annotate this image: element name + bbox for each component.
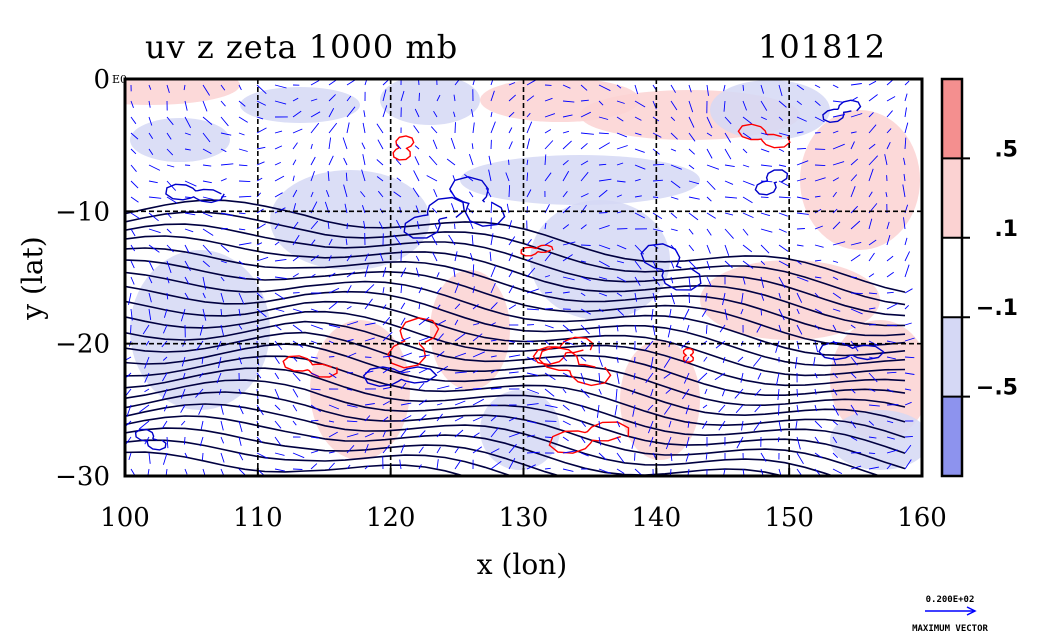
x-tick-label: 110 [233, 503, 283, 533]
max-vector-legend: 0.200E+02 MAXIMUM VECTOR [912, 595, 988, 634]
wind-vector [185, 197, 191, 198]
wind-vector [473, 389, 481, 390]
wind-vector [509, 185, 510, 197]
y-axis-ticks: 0 −10 −20 −30 [55, 65, 133, 492]
vorticity-patch [460, 155, 700, 205]
wind-vector [455, 224, 456, 229]
wind-vector [689, 293, 690, 303]
wind-vector [635, 357, 636, 363]
x-tick-label: 150 [764, 503, 814, 533]
wind-vector [581, 245, 591, 246]
colorbar-swatch [942, 397, 962, 476]
colorbar-label: −.1 [976, 296, 1018, 321]
wind-vector [653, 197, 658, 198]
wind-vector [347, 223, 348, 229]
wind-vector [869, 453, 875, 454]
wind-vector [743, 85, 744, 91]
wind-vector [131, 325, 132, 333]
y-tick-label: 0 [93, 65, 110, 95]
colorbar-label: .5 [994, 137, 1018, 162]
y-tick-label: −20 [55, 330, 110, 360]
x-axis-label: x (lon) [477, 548, 567, 581]
wind-vector [184, 437, 185, 445]
x-tick-label: 100 [100, 503, 150, 533]
colorbar-swatch [942, 79, 962, 158]
x-tick-label: 140 [632, 503, 682, 533]
y-tick-label: −30 [55, 462, 110, 492]
x-tick-label: 160 [897, 503, 947, 533]
vorticity-patch [380, 75, 480, 125]
vorticity-patch [130, 118, 230, 162]
wind-vector [905, 436, 913, 437]
vorticity-patch [270, 170, 430, 270]
vorticity-patch [480, 390, 560, 470]
colorbar-swatch [942, 158, 962, 237]
y-tick-label: −10 [55, 197, 110, 227]
wind-vector [329, 357, 334, 358]
colorbar-label: −.5 [976, 376, 1018, 401]
wind-vector [545, 308, 553, 309]
wind-vector [455, 122, 456, 133]
wind-vector [761, 197, 769, 198]
wind-vector [221, 309, 222, 315]
colorbar-swatch [942, 317, 962, 396]
wind-vector [797, 148, 806, 149]
plot-area [60, 65, 930, 539]
wind-vector [419, 93, 420, 101]
wind-vector [239, 181, 250, 182]
colorbar-swatch [942, 238, 962, 317]
wind-vector [527, 173, 528, 182]
wind-vector [851, 293, 863, 294]
wind-vector [545, 437, 552, 438]
x-tick-label: 120 [366, 503, 416, 533]
colorbar-label: .1 [994, 217, 1018, 242]
wind-vector [221, 229, 228, 230]
wind-vector [706, 325, 707, 334]
wind-vector [293, 469, 302, 470]
wind-vector [779, 405, 780, 415]
wind-vector [797, 389, 798, 397]
y-tick-exponent: E0 [112, 73, 127, 86]
x-axis-ticks: 100 110 120 130 140 150 160 [100, 468, 947, 533]
time-label: 101812 [758, 28, 886, 66]
vorticity-patch [710, 80, 830, 140]
max-vector-caption: MAXIMUM VECTOR [912, 624, 988, 634]
wind-vector [761, 309, 762, 315]
y-axis-label: y (lat) [16, 236, 49, 320]
chart-title: uv z zeta 1000 mb [145, 28, 458, 66]
wind-vector [815, 165, 825, 166]
wind-vector [509, 160, 510, 165]
vorticity-patch [130, 250, 270, 410]
vorticity-patch [60, 65, 240, 105]
wind-vector [851, 452, 861, 453]
wind-vector [635, 453, 636, 461]
wind-vector [202, 453, 203, 460]
colorbar: .5 .1 −.1 −.5 [942, 79, 1018, 476]
x-tick-label: 130 [499, 503, 549, 533]
wind-vector [797, 229, 805, 230]
max-vector-value: 0.200E+02 [926, 595, 975, 605]
wind-vector [599, 213, 607, 214]
